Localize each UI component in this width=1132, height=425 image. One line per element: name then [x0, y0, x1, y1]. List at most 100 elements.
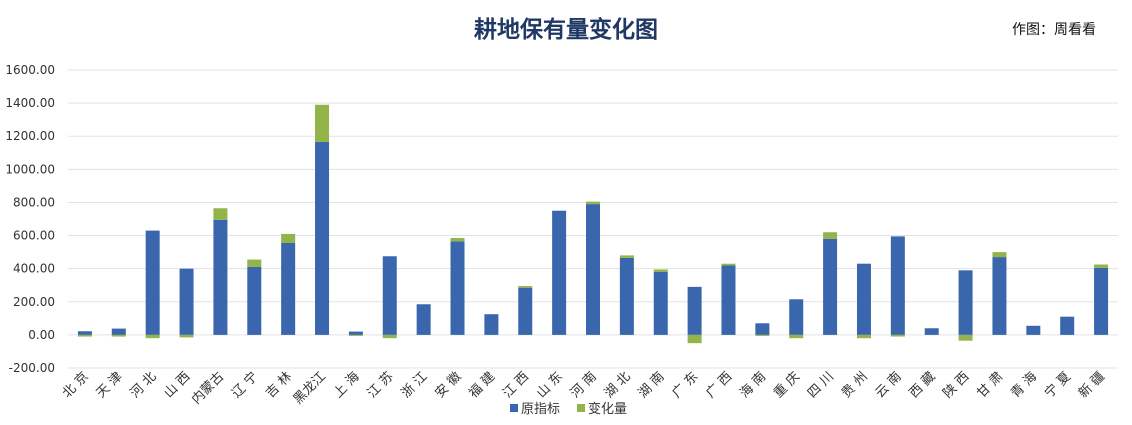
y-tick-label: -200.00 [9, 361, 55, 375]
bar-change [958, 334, 973, 341]
bar-change [281, 233, 296, 244]
x-tick-label: 甘 肃 [974, 369, 1006, 401]
bar-original [992, 257, 1007, 335]
bar-change [1094, 264, 1109, 268]
bar-change [348, 334, 363, 336]
x-tick-label: 云 南 [872, 369, 905, 402]
x-tick-label: 新 疆 [1075, 369, 1108, 402]
bar-original [755, 323, 770, 335]
legend-swatch-original [510, 404, 518, 412]
y-tick-label: 1600.00 [5, 63, 55, 77]
bar-original [518, 287, 533, 335]
bar-original [1094, 267, 1109, 335]
x-tick-label: 内蒙古 [188, 369, 227, 408]
bar-original [111, 328, 126, 335]
bar-original [552, 210, 567, 335]
bar-original [145, 230, 160, 335]
bar-original [721, 265, 736, 335]
x-tick-label: 江 苏 [364, 369, 397, 402]
bar-original [619, 257, 634, 335]
bar-change [450, 238, 465, 242]
bar-change [755, 334, 770, 336]
x-tick-label: 湖 南 [635, 369, 668, 402]
bar-change [213, 208, 228, 220]
bar-change [653, 269, 668, 272]
x-tick-label: 四 川 [805, 369, 837, 401]
y-tick-label: 1000.00 [5, 162, 55, 176]
bar-change [179, 334, 194, 338]
bar-change [890, 334, 905, 337]
bar-original [653, 271, 668, 335]
x-tick-label: 河 北 [128, 369, 160, 401]
y-tick-label: 400.00 [13, 262, 55, 276]
x-tick-label: 安 徽 [432, 369, 464, 401]
bar-original [958, 270, 973, 335]
bar-change [721, 263, 736, 266]
bar-original [484, 314, 499, 335]
bar-original [924, 328, 939, 335]
x-tick-label: 天 津 [94, 369, 126, 401]
bar-original [348, 331, 363, 335]
x-tick-label: 西 藏 [907, 369, 939, 401]
x-tick-label: 广 西 [703, 369, 735, 401]
bar-change [823, 232, 838, 239]
bar-original [77, 331, 92, 335]
x-tick-label: 重 庆 [770, 369, 803, 402]
legend-label-original: 原指标 [521, 402, 560, 417]
bar-change [111, 334, 126, 337]
bar-change [992, 252, 1007, 258]
x-tick-label: 广 东 [670, 369, 702, 401]
x-tick-label: 河 南 [567, 369, 600, 402]
bar-change [382, 334, 397, 339]
bar-original [281, 243, 296, 335]
x-tick-label: 福 建 [466, 369, 498, 401]
bar-change [687, 334, 702, 344]
y-tick-label: 800.00 [13, 195, 55, 209]
y-tick-label: 0.00 [28, 328, 55, 342]
y-tick-label: 200.00 [13, 295, 55, 309]
x-tick-label: 辽 宁 [228, 369, 261, 402]
bar-original [416, 304, 431, 335]
bar-original [247, 267, 262, 335]
legend-label-change: 变化量 [588, 401, 627, 417]
x-tick-label: 陕 西 [940, 369, 972, 401]
bar-change [77, 334, 92, 337]
x-tick-label: 上 海 [331, 369, 363, 401]
bar-original [687, 286, 702, 335]
bar-original [789, 299, 804, 335]
bar-change [619, 255, 634, 258]
bar-change [315, 104, 330, 143]
bar-original [823, 238, 838, 335]
bar-original [586, 204, 600, 335]
x-tick-label: 山 东 [534, 369, 566, 401]
x-tick-label: 海 南 [737, 369, 770, 402]
bar-change [145, 334, 160, 339]
bar-original [213, 219, 228, 335]
x-tick-label: 浙 江 [399, 369, 431, 401]
legend-swatch-change [577, 404, 585, 412]
author-credit: 作图：周看看 [1012, 22, 1096, 38]
bar-original [450, 241, 465, 335]
bar-original [179, 268, 194, 335]
x-tick-label: 湖 北 [602, 369, 634, 401]
bar-original [315, 142, 330, 335]
y-tick-label: 600.00 [13, 229, 55, 243]
bar-change [856, 334, 871, 339]
x-tick-label: 青 海 [1008, 369, 1040, 401]
bar-original [1060, 316, 1075, 335]
bar-original [1026, 325, 1041, 335]
bar-original [382, 256, 397, 335]
y-tick-label: 1200.00 [5, 129, 55, 143]
chart-title: 耕地保有量变化图 [474, 17, 658, 43]
bar-original [890, 236, 905, 335]
bar-change [789, 334, 804, 339]
x-tick-label: 江 西 [500, 369, 532, 401]
bar-original [856, 263, 871, 335]
x-tick-label: 北 京 [60, 369, 92, 401]
x-tick-label: 宁 夏 [1041, 369, 1074, 402]
y-tick-label: 1400.00 [5, 96, 55, 110]
bar-change [518, 286, 533, 288]
x-tick-label: 黑龙江 [291, 369, 329, 407]
